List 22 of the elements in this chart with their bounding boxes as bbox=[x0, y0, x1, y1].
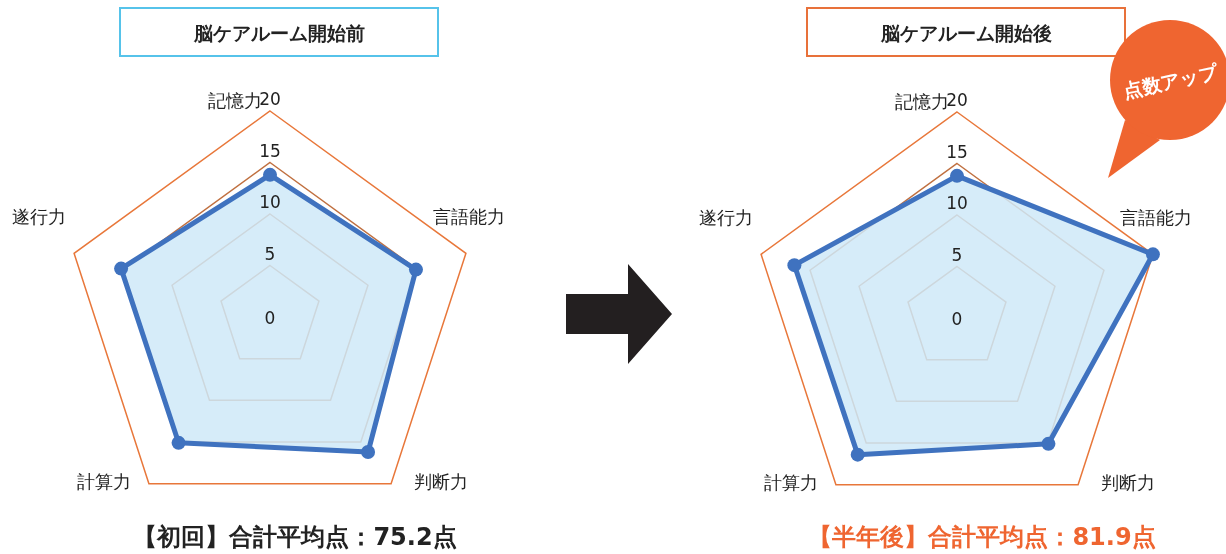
spoke-label: 遂行力 bbox=[12, 206, 67, 228]
spoke-label: 遂行力 bbox=[699, 207, 754, 229]
spoke-label: 言語能力 bbox=[432, 206, 505, 228]
spoke-label: 判断力 bbox=[414, 470, 469, 492]
chart-title: 脳ケアルーム開始前 bbox=[192, 22, 365, 44]
text: 【半年後】合計平均点：81.9点 bbox=[808, 523, 1156, 551]
y-tick-label: 15 bbox=[259, 140, 281, 161]
spoke-label: 計算力 bbox=[763, 471, 818, 493]
y-tick-label: 20 bbox=[946, 90, 968, 110]
y-tick-label: 10 bbox=[946, 193, 968, 213]
y-tick-label: 5 bbox=[951, 244, 963, 265]
y-tick-label: 10 bbox=[259, 192, 281, 212]
y-tick-label: 5 bbox=[264, 243, 276, 264]
y-tick-label: 0 bbox=[951, 309, 963, 329]
text: 【初回】合計平均点：75.2点 bbox=[133, 523, 457, 551]
y-tick-label: 20 bbox=[259, 89, 281, 109]
y-tick-label: 15 bbox=[946, 141, 968, 162]
y-tick-label: 0 bbox=[264, 308, 276, 328]
spoke-label: 計算力 bbox=[76, 470, 131, 492]
spoke-label: 判断力 bbox=[1101, 471, 1156, 493]
chart-title: 脳ケアルーム開始後 bbox=[879, 22, 1052, 44]
spoke-label: 言語能力 bbox=[1119, 207, 1192, 229]
